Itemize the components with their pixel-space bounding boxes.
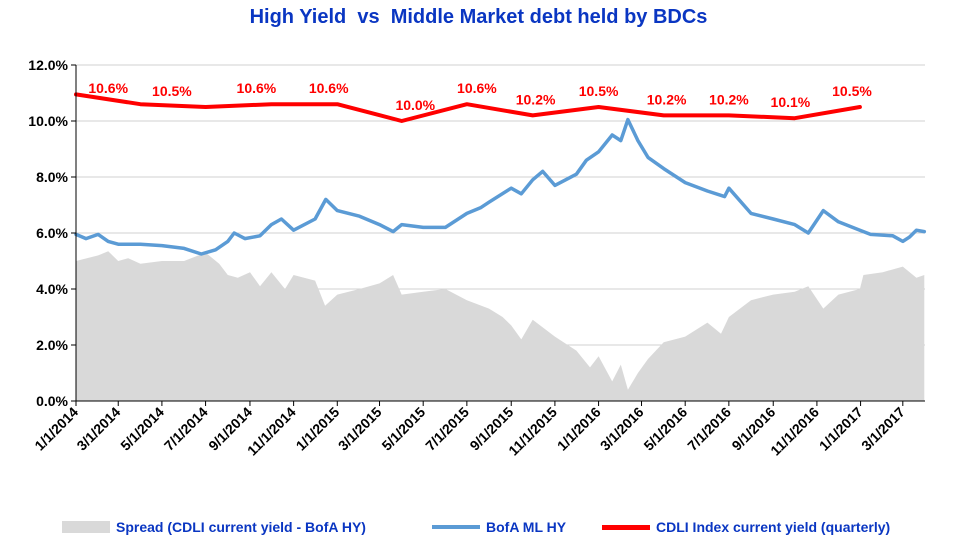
x-tick-label: 11/1/2015	[505, 404, 560, 459]
x-tick-label: 5/1/2015	[378, 404, 428, 454]
x-tick-label: 7/1/2015	[422, 404, 472, 454]
data-label-cdli: 10.6%	[309, 80, 349, 96]
legend-label-cdli: CDLI Index current yield (quarterly)	[656, 519, 891, 535]
x-tick-label: 1/1/2016	[554, 404, 604, 454]
y-tick-label: 0.0%	[36, 393, 68, 409]
data-label-cdli: 10.2%	[647, 91, 687, 107]
legend-item-spread: Spread (CDLI current yield - BofA HY)	[62, 516, 366, 538]
data-label-cdli: 10.1%	[771, 94, 811, 110]
x-tick-label: 11/1/2016	[767, 404, 822, 459]
data-label-cdli: 10.2%	[516, 91, 556, 107]
y-tick-label: 8.0%	[36, 169, 68, 185]
x-tick-label: 1/1/2017	[816, 404, 866, 454]
x-tick-label: 1/1/2014	[31, 404, 81, 454]
x-tick-label: 7/1/2014	[161, 404, 211, 454]
series-area-spread	[76, 251, 925, 401]
series-line-bofa-hy	[74, 117, 927, 256]
y-tick-label: 4.0%	[36, 281, 68, 297]
x-tick-label: 11/1/2014	[244, 404, 299, 459]
data-label-cdli: 10.0%	[395, 97, 435, 113]
legend-swatch-bofa-hy	[432, 525, 480, 529]
legend-item-bofa-hy: BofA ML HY	[432, 516, 566, 538]
y-tick-label: 2.0%	[36, 337, 68, 353]
data-label-cdli: 10.5%	[152, 83, 192, 99]
legend-swatch-spread	[62, 521, 110, 533]
data-label-cdli: 10.5%	[579, 83, 619, 99]
data-label-cdli: 10.2%	[709, 91, 749, 107]
data-label-cdli: 10.6%	[457, 80, 497, 96]
series-line-cdli	[74, 92, 862, 123]
x-tick-label: 3/1/2016	[597, 404, 647, 454]
data-label-cdli: 10.5%	[832, 83, 872, 99]
y-tick-label: 12.0%	[28, 57, 68, 73]
y-tick-label: 10.0%	[28, 113, 68, 129]
y-tick-label: 6.0%	[36, 225, 68, 241]
legend-swatch-cdli	[602, 524, 650, 530]
legend-label-bofa-hy: BofA ML HY	[486, 519, 567, 535]
data-label-cdli: 10.6%	[237, 80, 277, 96]
x-tick-label: 3/1/2017	[858, 404, 908, 454]
legend-item-cdli: CDLI Index current yield (quarterly)	[602, 516, 890, 538]
chart-title: High Yield vs Middle Market debt held by…	[249, 6, 708, 28]
data-label-cdli: 10.6%	[88, 80, 128, 96]
legend-label-spread: Spread (CDLI current yield - BofA HY)	[116, 519, 366, 535]
x-tick-label: 5/1/2014	[117, 404, 167, 454]
x-tick-label: 7/1/2016	[684, 404, 734, 454]
x-tick-label: 1/1/2015	[293, 404, 343, 454]
x-tick-label: 5/1/2016	[640, 404, 690, 454]
x-tick-label: 3/1/2014	[73, 404, 123, 454]
x-tick-label: 3/1/2015	[335, 404, 385, 454]
